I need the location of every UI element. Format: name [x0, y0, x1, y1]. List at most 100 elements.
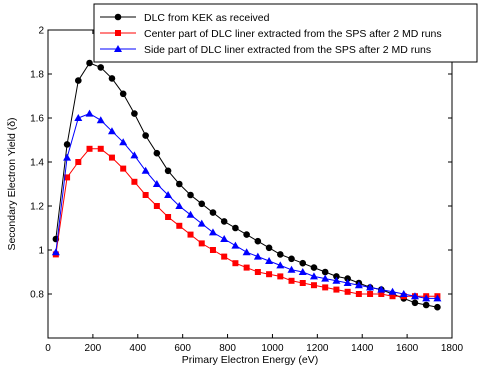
y-tick-label: 1: [38, 246, 44, 257]
data-point: [142, 132, 149, 139]
data-point: [231, 241, 240, 249]
data-point: [63, 141, 71, 148]
x-tick-label: 1200: [306, 343, 329, 354]
data-point: [434, 303, 441, 311]
y-tick-label: 1.4: [30, 158, 44, 169]
data-point: [152, 180, 161, 187]
x-tick-label: 600: [174, 343, 191, 354]
data-point: [321, 268, 329, 276]
y-tick-label: 0.8: [30, 290, 44, 301]
data-point: [377, 285, 386, 293]
data-point: [266, 271, 273, 278]
data-point: [141, 166, 150, 174]
data-point: [310, 282, 317, 289]
data-point: [130, 151, 139, 159]
data-point: [198, 240, 205, 247]
data-point: [64, 174, 71, 181]
legend-item: DLC from KEK as received: [100, 12, 270, 24]
legend-marker: [114, 13, 122, 21]
data-point: [298, 268, 307, 275]
data-point: [108, 75, 116, 82]
data-point: [197, 219, 206, 227]
data-point: [85, 109, 94, 117]
data-point: [119, 138, 128, 146]
legend-label: Center part of DLC liner extracted from …: [144, 28, 442, 40]
data-point: [433, 294, 442, 302]
data-point: [265, 244, 273, 252]
data-point: [422, 294, 431, 302]
data-point: [367, 291, 374, 297]
data-point: [344, 288, 351, 295]
data-point: [343, 279, 352, 286]
x-tick-label: 1600: [396, 343, 419, 354]
data-point: [232, 260, 239, 267]
data-point: [75, 77, 82, 84]
data-point: [265, 257, 274, 264]
data-point: [254, 269, 261, 275]
legend-label: Side part of DLC liner extracted from th…: [144, 44, 431, 56]
data-point: [378, 291, 385, 297]
data-point: [209, 209, 217, 216]
data-point: [107, 127, 116, 135]
data-point: [332, 276, 341, 284]
data-point: [97, 145, 104, 152]
data-point: [354, 281, 363, 289]
y-tick-label: 1.6: [30, 114, 44, 125]
data-point: [51, 248, 60, 256]
data-point: [176, 180, 183, 188]
data-point: [277, 251, 284, 258]
series-triangle: [51, 109, 442, 302]
data-point: [63, 153, 72, 161]
data-point: [176, 222, 183, 229]
data-point: [175, 202, 184, 209]
y-tick-label: 2: [38, 26, 44, 37]
data-point: [287, 265, 296, 273]
data-point: [96, 116, 105, 124]
data-point: [366, 283, 375, 291]
y-tick-label: 1.2: [30, 202, 44, 213]
legend: DLC from KEK as received Center part of D…: [93, 3, 478, 63]
data-point: [299, 280, 306, 286]
data-point: [108, 154, 115, 161]
plot-area: [47, 29, 453, 339]
data-point: [333, 273, 340, 280]
data-point: [198, 200, 206, 208]
data-point: [119, 90, 127, 98]
data-point: [232, 224, 239, 232]
data-point: [186, 210, 195, 218]
data-point: [153, 149, 161, 157]
legend-box: [93, 3, 478, 63]
data-point: [254, 237, 262, 245]
data-point: [299, 259, 307, 267]
data-point: [333, 286, 340, 293]
legend-label: DLC from KEK as received: [144, 12, 270, 24]
data-point: [321, 274, 330, 282]
data-point: [220, 235, 229, 242]
data-point: [388, 287, 397, 295]
x-axis-label: Primary Electron Energy (eV): [182, 354, 319, 366]
data-point: [288, 255, 295, 263]
data-point: [288, 277, 295, 284]
y-axis-label: Secondary Electron Yield (δ): [6, 117, 18, 250]
data-point: [74, 114, 83, 121]
data-point: [355, 291, 362, 297]
data-point: [75, 159, 82, 165]
data-point: [86, 59, 93, 67]
data-point: [131, 110, 138, 117]
data-point: [242, 248, 251, 256]
y-tick-label: 1.8: [30, 70, 44, 81]
data-point: [253, 252, 262, 260]
data-point: [243, 264, 250, 271]
series-layer: [51, 59, 442, 311]
x-tick-label: 1800: [441, 343, 464, 354]
data-point: [310, 264, 318, 271]
data-point: [410, 292, 419, 300]
data-point: [220, 218, 228, 225]
data-point: [142, 192, 149, 198]
x-tick-label: 1000: [261, 343, 284, 354]
data-point: [164, 167, 172, 175]
data-point: [187, 231, 194, 238]
data-point: [120, 165, 127, 172]
data-point: [276, 261, 285, 269]
